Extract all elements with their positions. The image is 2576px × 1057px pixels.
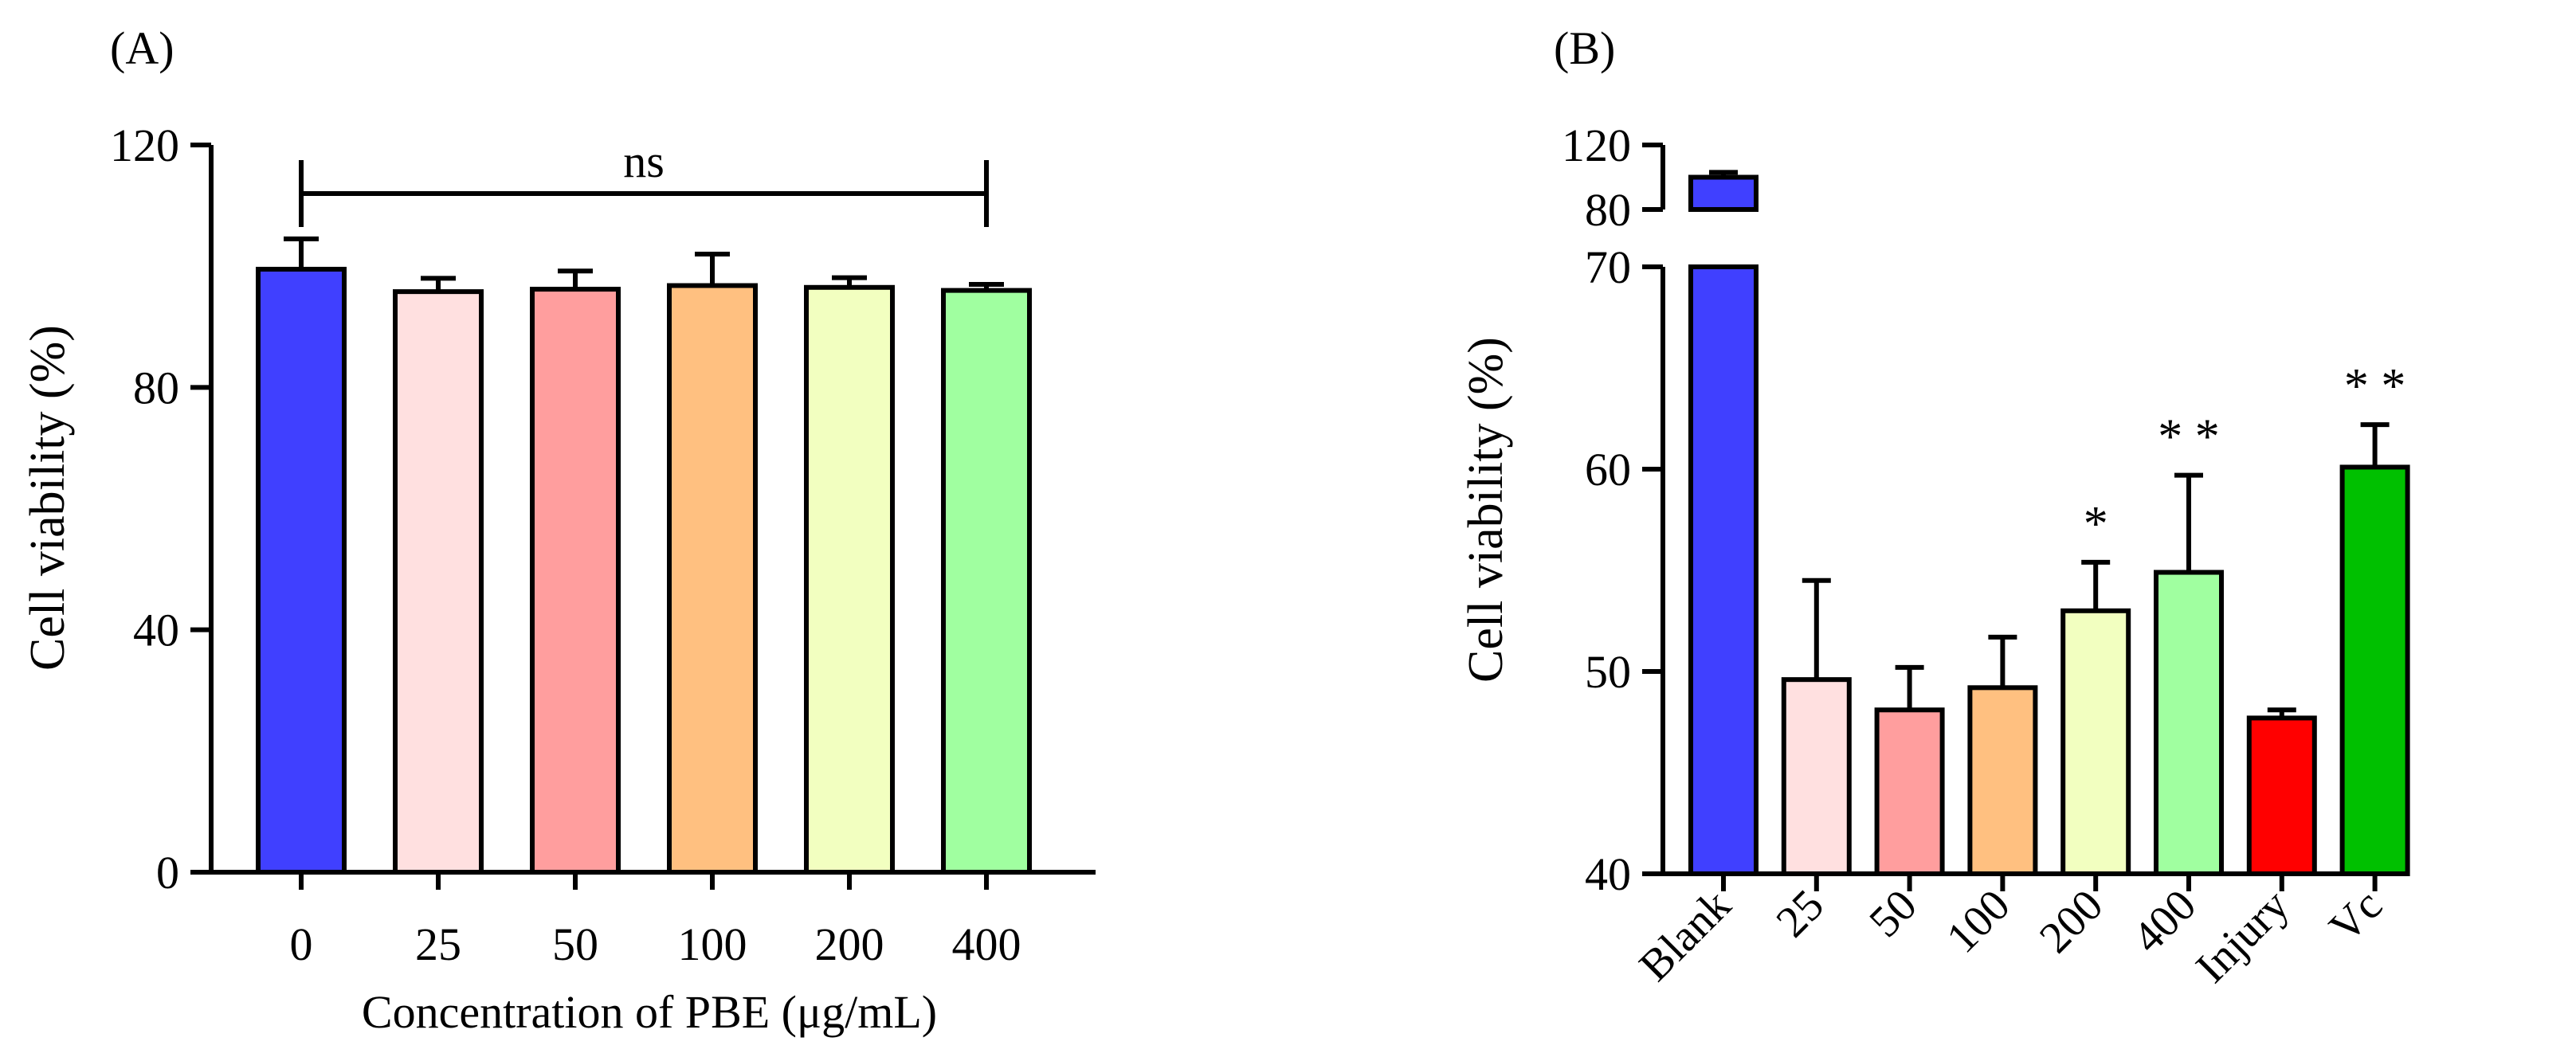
panel-b-y-axis-label: Cell viability (%): [1459, 337, 1513, 683]
panel-a-label: (A): [110, 22, 174, 74]
x-tick-label: 50: [1860, 880, 1926, 946]
bar: [667, 283, 758, 875]
y-tick-label: 80: [133, 362, 179, 413]
bar: [256, 266, 347, 875]
x-tick-label: 200: [2030, 880, 2112, 962]
bar: [1688, 264, 1759, 876]
significance-label: * *: [2158, 410, 2220, 464]
y-tick-label: 60: [1585, 444, 1631, 495]
bar: [2154, 570, 2224, 876]
panel-a-x-axis-label: Concentration of PBE (μg/mL): [362, 986, 937, 1038]
bar: [393, 289, 484, 875]
x-tick-label: Vc: [2320, 880, 2392, 952]
axis-break-gap: [1688, 212, 1759, 264]
bar: [1781, 677, 1852, 876]
bar-upper-segment: [1688, 174, 1759, 212]
panel-b-label: (B): [1554, 22, 1615, 74]
x-tick-label: 400: [952, 918, 1021, 970]
x-tick-label: Blank: [1630, 880, 1740, 990]
bar: [2339, 464, 2410, 877]
y-tick-label: 70: [1585, 241, 1631, 293]
bar: [941, 288, 1032, 875]
significance-label: ns: [623, 135, 665, 187]
bar: [804, 284, 895, 875]
x-tick-label: Injury: [2186, 880, 2299, 992]
panel-a-chart: (A) Cell viability (%) Concentration of …: [21, 22, 1096, 1038]
y-tick-label: 0: [156, 847, 179, 898]
x-tick-label: 100: [1937, 880, 2019, 962]
y-tick-label: 40: [1585, 848, 1631, 900]
panel-b-chart: (B) Cell viability (%) * * * * * Blank 25 50…: [1459, 22, 2410, 992]
bar: [1874, 707, 1945, 877]
x-tick-label: 50: [552, 918, 598, 970]
significance-label: *: [2084, 497, 2108, 551]
y-tick-label: 120: [110, 119, 179, 171]
x-tick-label: 100: [678, 918, 747, 970]
bar: [2060, 608, 2131, 876]
y-tick-label: 40: [133, 605, 179, 656]
x-tick-label: 25: [415, 918, 461, 970]
significance-label: * *: [2344, 359, 2406, 413]
y-tick-label: 80: [1585, 184, 1631, 236]
bar: [530, 287, 621, 875]
x-tick-label: 200: [815, 918, 884, 970]
panel-a-y-axis-label: Cell viability (%): [21, 325, 75, 671]
bar: [2246, 715, 2317, 876]
x-tick-label: 25: [1767, 880, 1833, 946]
bar: [1967, 685, 2038, 876]
y-tick-label: 50: [1585, 646, 1631, 698]
y-tick-label: 120: [1562, 119, 1631, 171]
x-tick-label: 0: [290, 918, 313, 970]
